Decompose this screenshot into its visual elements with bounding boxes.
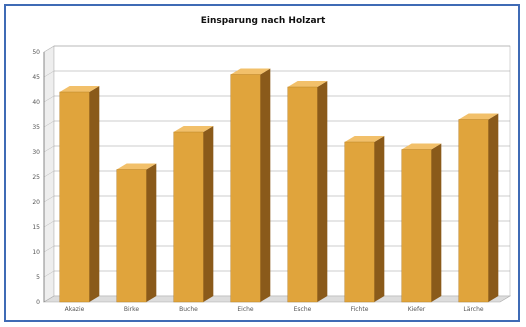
bar-side xyxy=(89,86,100,302)
y-tick-label: 0 xyxy=(36,299,40,306)
chart-title: Einsparung nach Holzart xyxy=(200,16,326,26)
bar-front xyxy=(173,131,204,303)
x-tick-label: Birke xyxy=(124,306,140,313)
y-tick-label: 5 xyxy=(36,274,40,281)
gridline-side xyxy=(43,70,55,78)
x-tick-label: Lärche xyxy=(463,306,483,313)
bar-side xyxy=(374,136,385,302)
gridline-side xyxy=(43,170,55,178)
bar-front xyxy=(401,149,432,303)
bar xyxy=(116,163,157,303)
bar-top xyxy=(458,113,499,120)
x-tick-label: Esche xyxy=(294,306,312,313)
bar xyxy=(287,81,328,303)
y-tick-label: 15 xyxy=(32,224,40,231)
bar-top xyxy=(344,136,385,142)
gridline-side xyxy=(43,270,55,278)
bar-side xyxy=(317,81,328,302)
bar-top xyxy=(401,143,442,150)
y-tick-label: 25 xyxy=(32,174,40,181)
bar-front xyxy=(59,91,90,303)
bar-front xyxy=(458,119,489,303)
gridline-side xyxy=(43,245,55,253)
y-tick-label: 50 xyxy=(32,49,40,56)
y-tick-label: 40 xyxy=(32,99,40,106)
gridline-side xyxy=(43,95,55,103)
x-tick-label: Kiefer xyxy=(408,306,426,313)
x-tick-label: Fichte xyxy=(351,306,369,313)
bar xyxy=(59,86,100,303)
y-tick-label: 35 xyxy=(32,124,40,131)
bar-top xyxy=(116,163,157,170)
x-tick-label: Eiche xyxy=(237,306,254,313)
bar-top xyxy=(287,81,328,87)
gridline-side xyxy=(43,195,55,203)
bar-side xyxy=(488,113,499,302)
bar-front xyxy=(287,86,318,303)
bar-top xyxy=(173,126,214,132)
bar xyxy=(401,143,442,303)
chart-floor xyxy=(42,295,512,303)
bar xyxy=(173,126,214,303)
bar-front xyxy=(230,74,261,303)
bar xyxy=(344,136,385,303)
bar xyxy=(458,113,499,303)
gridline-side xyxy=(43,220,55,228)
gridline-side xyxy=(43,45,55,53)
bar-top xyxy=(230,68,271,75)
bar xyxy=(230,68,271,303)
bar-side xyxy=(260,68,271,302)
bar-front xyxy=(344,141,375,303)
y-tick-label: 45 xyxy=(32,74,40,81)
gridline-side xyxy=(43,120,55,128)
bar-side xyxy=(431,143,442,302)
y-tick-label: 20 xyxy=(32,199,40,206)
x-tick-label: Buche xyxy=(179,306,198,313)
gridline-side xyxy=(43,145,55,153)
bar-side xyxy=(146,163,157,302)
y-tick-label: 10 xyxy=(32,249,40,256)
bar-side xyxy=(203,126,214,302)
bar-front xyxy=(116,169,147,303)
x-tick-label: Akazie xyxy=(65,306,85,313)
bar-top xyxy=(59,86,100,92)
y-tick-label: 30 xyxy=(32,149,40,156)
